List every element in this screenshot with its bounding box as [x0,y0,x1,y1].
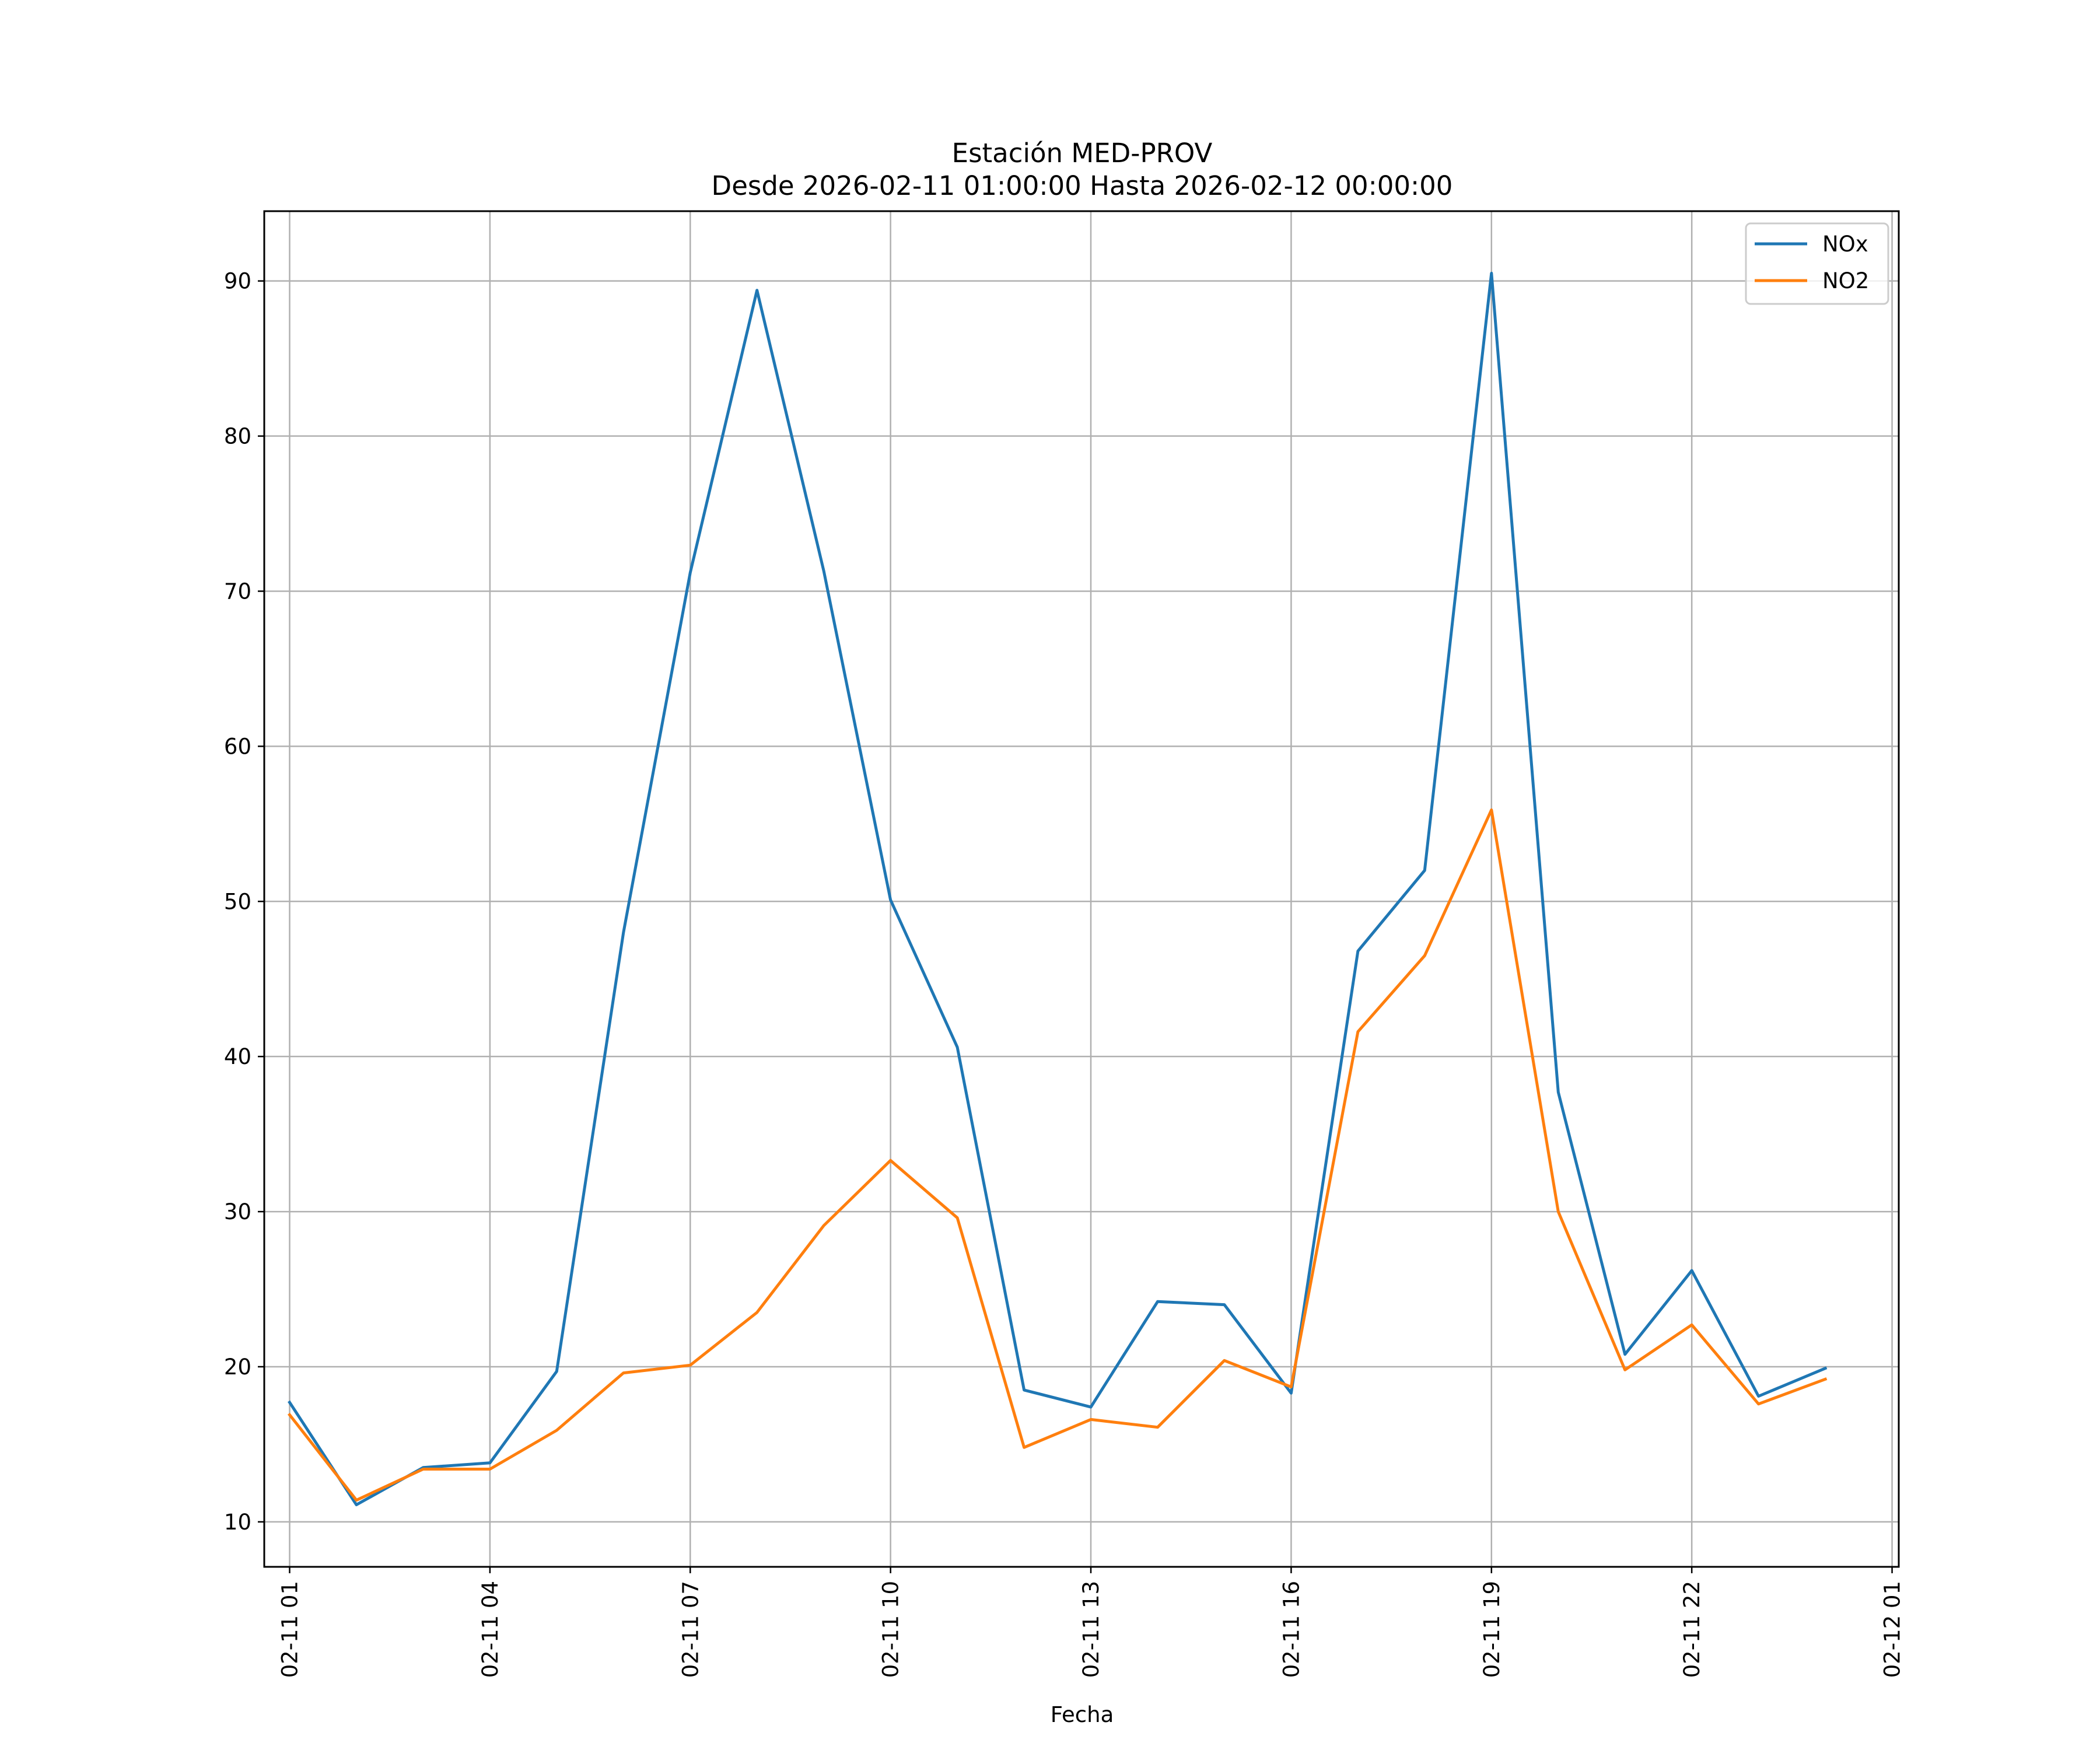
y-tick-label: 60 [224,734,251,759]
chart-title-line-1: Estación MED-PROV [952,138,1213,169]
x-axis: 02-11 01 02-11 04 02-11 07 02-11 10 02-11 13… [277,1567,1905,1678]
x-tick-label: 02-11 04 [478,1581,503,1678]
y-tick-label: 80 [224,424,251,449]
grid [264,211,1899,1567]
x-tick-label: 02-11 22 [1679,1581,1704,1678]
x-tick-label: 02-11 10 [878,1581,904,1678]
y-tick-label: 70 [224,579,251,604]
x-tick-label: 02-11 16 [1279,1581,1304,1678]
chart-title-line-2: Desde 2026-02-11 01:00:00 Hasta 2026-02-… [712,170,1453,201]
plot-frame [263,210,1900,1568]
y-axis: 10 20 30 40 50 60 70 80 90 [224,269,264,1535]
series [287,271,1828,1507]
x-axis-label: Fecha [1051,1702,1114,1727]
y-tick-label: 10 [224,1510,251,1535]
legend-nox-label: NOx [1822,232,1868,257]
x-tick-label: 02-11 13 [1079,1581,1104,1678]
y-tick-label: 90 [224,269,251,294]
x-tick-label: 02-11 01 [277,1581,302,1678]
y-tick-label: 20 [224,1354,251,1380]
y-tick-label: 40 [224,1044,251,1069]
y-tick-label: 50 [224,889,251,914]
x-tick-label: 02-12 01 [1880,1581,1905,1678]
series-line-nox [288,271,1828,1507]
legend-no2-label: NO2 [1822,268,1869,293]
x-tick-label: 02-11 07 [678,1581,703,1678]
legend: NOx NO2 [1745,222,1889,305]
x-tick-label: 02-11 19 [1479,1581,1504,1678]
y-tick-label: 30 [224,1199,251,1224]
series-line-no2 [287,808,1828,1502]
